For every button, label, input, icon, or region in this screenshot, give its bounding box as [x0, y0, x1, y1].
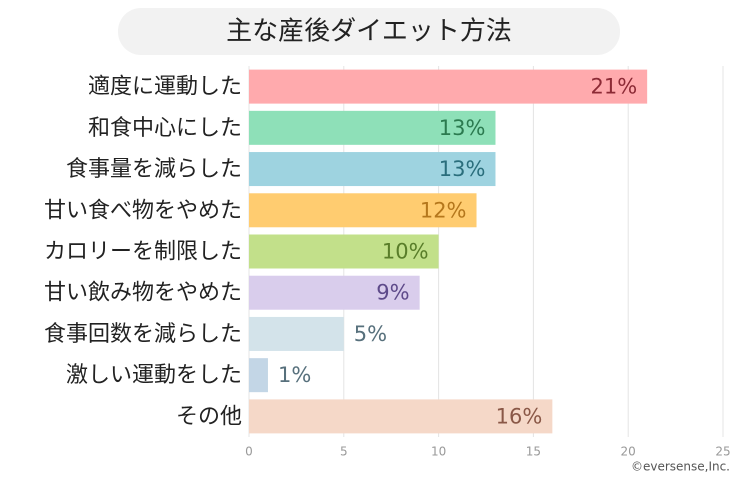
bar: [249, 69, 648, 104]
category-label: カロリーを制限した: [44, 240, 242, 265]
credit: ©eversense,Inc.: [631, 460, 730, 474]
x-tick-label: 5: [340, 445, 348, 459]
value-label: 21%: [590, 75, 637, 99]
category-label: 和食中心にした: [88, 116, 242, 141]
category-label: 激しい運動をした: [66, 363, 242, 388]
category-label: 甘い食べ物をやめた: [44, 198, 242, 223]
bar: [249, 234, 439, 269]
value-label: 13%: [439, 116, 486, 140]
category-label: 食事回数を減らした: [44, 322, 242, 347]
value-label: 12%: [420, 198, 467, 222]
value-label: 5%: [354, 322, 387, 346]
bar: [249, 358, 268, 393]
category-label: 食事量を減らした: [66, 157, 242, 182]
title-pill: [118, 8, 620, 55]
bar: [249, 193, 477, 228]
x-tick-label: 20: [621, 445, 636, 459]
value-label: 1%: [278, 363, 311, 387]
x-tick-label: 0: [245, 445, 253, 459]
x-tick-label: 15: [526, 445, 541, 459]
category-label: その他: [176, 404, 242, 429]
value-label: 10%: [382, 240, 429, 264]
value-label: 9%: [376, 281, 409, 305]
x-tick-label: 25: [715, 445, 730, 459]
bar: [249, 110, 496, 145]
bar: [249, 152, 496, 187]
bar: [249, 399, 553, 434]
chart-title: 主な産後ダイエット方法: [226, 17, 512, 47]
category-label: 適度に運動した: [88, 75, 242, 100]
bar: [249, 316, 344, 351]
x-tick-label: 10: [431, 445, 446, 459]
category-label: 甘い飲み物をやめた: [44, 281, 242, 306]
bar: [249, 275, 420, 310]
value-label: 13%: [439, 157, 486, 181]
value-label: 16%: [496, 404, 543, 428]
